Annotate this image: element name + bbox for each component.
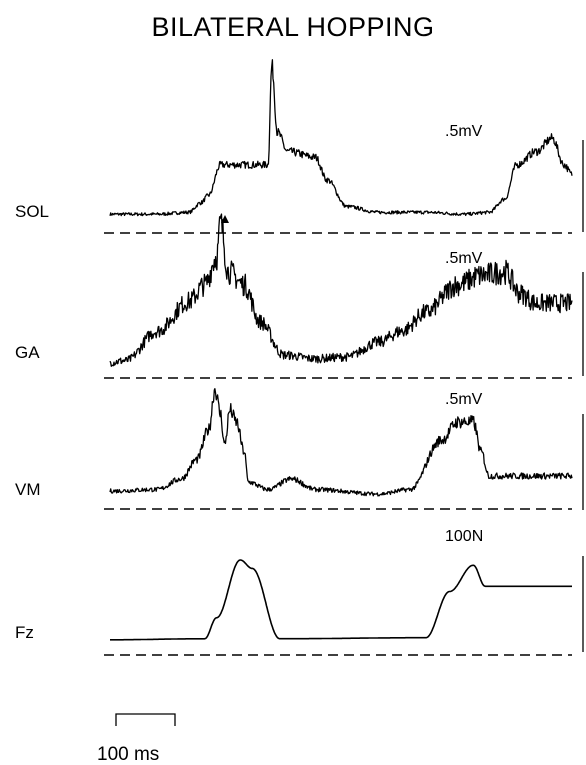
channel-sol: SOL .5mV bbox=[15, 59, 584, 234]
trace-ga bbox=[109, 213, 573, 367]
scale-label-vm: .5mV bbox=[445, 391, 483, 408]
scale-label-sol: .5mV bbox=[445, 123, 483, 140]
trace-fz bbox=[109, 559, 573, 641]
channel-ga: GA .5mV bbox=[15, 213, 584, 379]
channel-label-vm: VM bbox=[15, 480, 41, 499]
channel-label-fz: Fz bbox=[15, 623, 34, 642]
channel-vm: VM .5mV bbox=[15, 388, 584, 510]
time-scale-bar: 100 ms bbox=[97, 713, 176, 765]
time-scale-label: 100 ms bbox=[97, 744, 159, 765]
trace-vm bbox=[109, 388, 573, 497]
scale-label-ga: .5mV bbox=[445, 250, 483, 267]
time-scale-bracket bbox=[115, 713, 176, 726]
trace-sol bbox=[109, 59, 573, 217]
chart-title: BILATERAL HOPPING bbox=[151, 12, 435, 42]
channel-label-ga: GA bbox=[15, 343, 40, 362]
channel-fz: Fz 100N bbox=[15, 528, 584, 656]
scale-label-fz: 100N bbox=[445, 528, 483, 545]
channel-label-sol: SOL bbox=[15, 202, 49, 221]
